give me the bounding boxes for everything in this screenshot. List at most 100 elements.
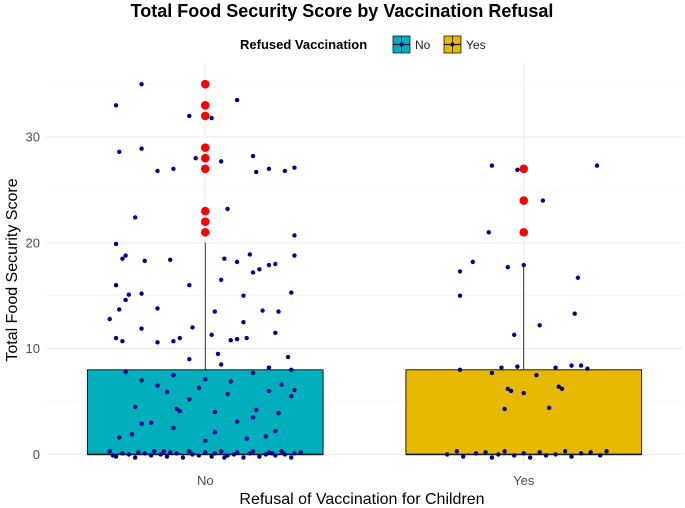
data-point: [254, 407, 259, 413]
data-point: [457, 367, 463, 372]
data-point: [263, 452, 268, 457]
data-point: [110, 453, 116, 458]
data-point: [263, 434, 268, 439]
data-point: [139, 378, 144, 383]
outlier-point: [200, 153, 210, 163]
box-yes: [405, 369, 643, 455]
data-point: [279, 382, 284, 387]
data-point: [177, 335, 182, 341]
y-tick-label: 20: [26, 235, 40, 250]
data-point: [594, 163, 600, 168]
outlier-point: [200, 143, 210, 152]
legend-item-yes: Yes: [443, 35, 486, 54]
data-point: [113, 241, 119, 247]
data-point: [190, 452, 195, 457]
x-axis-ticks: No Yes: [197, 473, 535, 488]
outlier-point: [519, 164, 529, 174]
data-point: [289, 367, 294, 372]
data-point: [250, 270, 256, 275]
data-point: [241, 455, 246, 460]
data-point: [266, 262, 272, 268]
data-point: [260, 308, 265, 313]
data-point: [139, 326, 144, 331]
data-point: [250, 415, 256, 420]
data-point: [276, 410, 281, 416]
data-point: [247, 451, 253, 456]
data-point: [457, 269, 463, 274]
data-point: [562, 449, 568, 454]
data-point: [228, 337, 233, 343]
data-point: [461, 454, 466, 459]
data-point: [273, 428, 278, 434]
data-point: [234, 336, 240, 342]
data-point: [521, 262, 526, 268]
data-point: [569, 454, 574, 459]
data-point: [132, 455, 138, 460]
data-point: [521, 451, 526, 456]
data-point: [155, 340, 160, 345]
data-point: [257, 267, 262, 272]
data-point: [187, 397, 192, 402]
data-point: [553, 452, 558, 457]
data-point: [559, 386, 565, 392]
data-point: [486, 230, 491, 235]
data-point: [120, 451, 125, 456]
outlier-point: [200, 217, 210, 226]
data-point: [228, 379, 233, 384]
data-point: [171, 372, 176, 378]
data-point: [575, 275, 581, 280]
data-point: [126, 292, 132, 297]
data-point: [139, 291, 144, 296]
data-point: [142, 451, 147, 456]
data-point: [187, 449, 192, 454]
data-point: [508, 388, 514, 394]
data-point: [218, 362, 224, 367]
data-point: [234, 450, 240, 455]
data-point: [578, 451, 584, 456]
data-point: [117, 307, 122, 312]
data-point: [129, 432, 135, 437]
data-point: [273, 453, 278, 458]
outlier-point: [200, 111, 210, 121]
data-point: [142, 258, 147, 264]
data-point: [241, 319, 246, 325]
data-point: [534, 372, 539, 378]
y-tick-label: 0: [33, 447, 40, 462]
data-point: [222, 455, 227, 460]
data-point: [212, 309, 218, 314]
outlier-point: [519, 196, 529, 205]
data-point: [250, 153, 256, 159]
data-point: [155, 168, 160, 174]
data-point: [289, 394, 294, 399]
data-point: [234, 419, 240, 424]
legend-label: No: [415, 38, 431, 52]
data-point: [139, 146, 144, 151]
y-tick-label: 10: [26, 341, 40, 356]
data-point: [148, 453, 154, 458]
data-point: [266, 388, 272, 394]
outlier-point: [200, 206, 210, 216]
data-point: [279, 449, 284, 454]
outlier-point: [519, 227, 529, 237]
data-point: [597, 453, 603, 458]
data-point: [164, 389, 170, 395]
data-point: [117, 149, 122, 155]
data-point: [132, 404, 138, 410]
data-point: [212, 430, 218, 435]
data-point: [117, 435, 122, 440]
data-point: [489, 370, 495, 376]
data-point: [537, 450, 542, 455]
x-tick-label: Yes: [513, 473, 535, 488]
legend-point: [450, 42, 455, 47]
data-point: [107, 449, 112, 454]
data-point: [193, 156, 198, 161]
legend-item-no: No: [392, 35, 431, 54]
data-point: [250, 449, 256, 454]
data-point: [502, 406, 507, 412]
data-point: [174, 451, 179, 456]
data-point: [148, 420, 154, 425]
data-point: [139, 421, 144, 426]
outlier-point: [200, 79, 210, 89]
data-point: [489, 163, 495, 168]
